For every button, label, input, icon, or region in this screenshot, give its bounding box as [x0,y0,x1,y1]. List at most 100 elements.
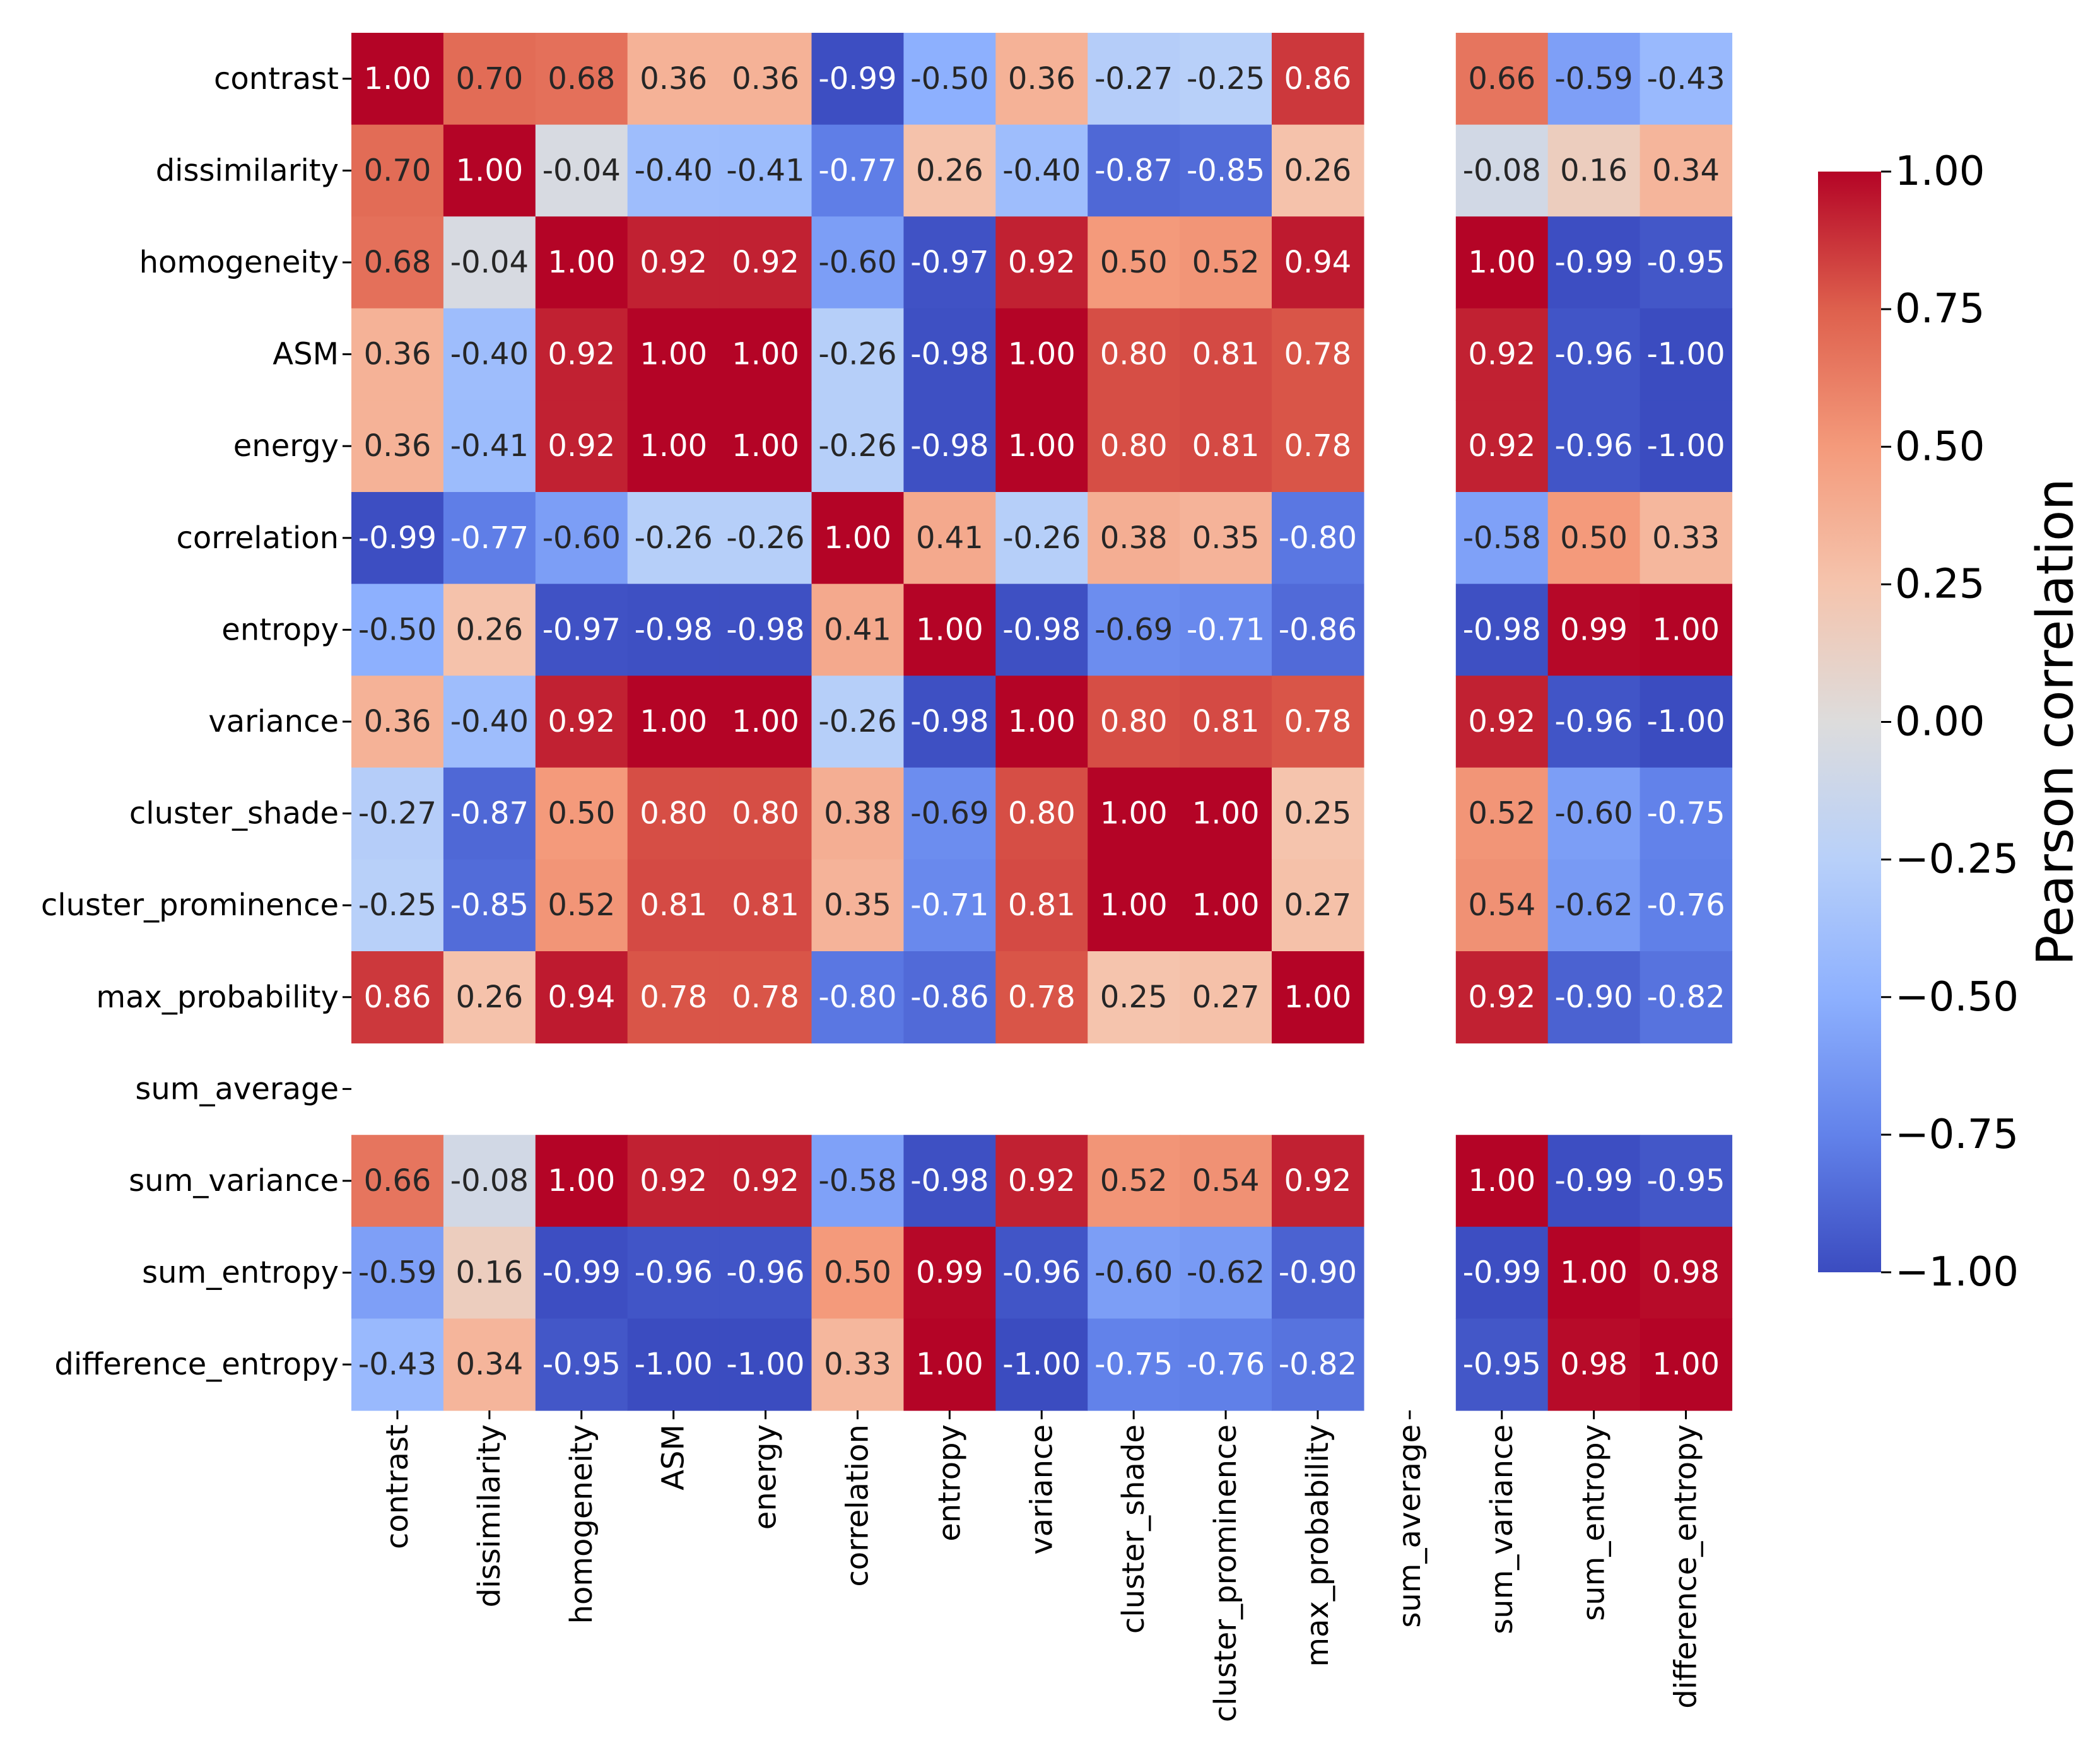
heatmap-cell [719,1318,812,1411]
heatmap-cell [903,676,996,768]
heatmap-cell [811,767,904,860]
heatmap-cell [1180,308,1272,401]
cell-value-label: 1.00 [732,704,799,739]
heatmap-cell [443,676,536,768]
x-tick-label: difference_entropy [1669,1424,1704,1709]
cell-value-label: 0.16 [455,1255,523,1291]
heatmap-cell [351,400,444,493]
cell-value-label: 0.36 [364,704,431,739]
cell-value-label: -0.26 [1002,520,1081,556]
heatmap-cell [1640,33,1733,126]
heatmap-cell [1088,951,1180,1044]
cell-value-label: -0.99 [543,1255,621,1291]
cell-value-label: -0.96 [1002,1255,1081,1291]
cell-value-label: -0.08 [450,1163,529,1198]
cell-value-label: -0.98 [910,704,988,739]
cell-value-label: 0.26 [916,153,983,188]
cell-value-label: 0.78 [1284,704,1351,739]
heatmap-cell [903,1318,996,1411]
cell-value-label: -0.95 [1463,1347,1541,1382]
cell-value-label: 0.36 [1008,61,1076,97]
cell-value-label: -0.27 [358,796,437,831]
heatmap-cell [903,492,996,585]
colorbar-tick-label: −1.00 [1895,1249,2019,1296]
heatmap-cell [1272,1226,1364,1319]
cell-value-label: 1.00 [1008,428,1076,464]
colorbar-label: Pearson correlation [2026,478,2085,966]
cell-value-label: 1.00 [1468,245,1535,280]
heatmap-cell [1272,216,1364,309]
cell-value-label: 0.78 [1284,428,1351,464]
cell-value-label: -0.96 [1554,704,1633,739]
cell-value-label: 1.00 [1008,704,1076,739]
cell-value-label: 0.66 [1468,61,1535,97]
cell-value-label: -0.60 [818,245,896,280]
cell-value-label: -0.97 [910,245,988,280]
heatmap-cell [1272,676,1364,768]
heatmap-cell [1640,308,1733,401]
heatmap-cell [1180,216,1272,309]
heatmap-cell [995,1226,1088,1319]
heatmap-cell [903,308,996,401]
y-axis: contrast dissimilarity homogeneity ASM energ… [41,61,351,1382]
heatmap-cell [1640,583,1733,676]
cell-value-label: -0.96 [726,1255,804,1291]
cell-value-label: -0.87 [1094,153,1173,188]
heatmap-cell [1547,583,1641,676]
heatmap-cell [719,308,812,401]
heatmap-cell [1547,1318,1641,1411]
y-tick-label: ASM [273,337,339,372]
cell-value-label: 0.81 [640,888,707,923]
heatmap-cell-labels: 1.00 0.70 0.68 0.36 0.36 -0.99 -0.50 0.36 -0.27-… [358,61,1725,1382]
colorbar-gradient [1818,172,1881,1272]
heatmap-cell [995,951,1088,1044]
heatmap-cell [1640,767,1733,860]
x-tick-label: contrast [380,1424,415,1549]
heatmap-cell [1180,1318,1272,1411]
heatmap-cell [1180,951,1272,1044]
cell-value-label: 0.92 [548,337,615,372]
cell-value-label: 0.34 [1652,153,1720,188]
cell-value-label: 0.26 [1284,153,1351,188]
colorbar-tick-label: −0.50 [1895,974,2019,1021]
cell-value-label: -0.59 [358,1255,437,1291]
cell-value-label: -0.43 [1646,61,1725,97]
heatmap-cell [1547,767,1641,860]
heatmap-cell [443,124,536,217]
cell-value-label: -0.95 [543,1347,621,1382]
x-tick-label: correlation [840,1424,876,1587]
heatmap-cell [719,1226,812,1319]
y-tick-label: dissimilarity [156,153,339,188]
heatmap-cell [1547,33,1641,126]
y-tick-label: entropy [221,612,339,647]
cell-value-label: 0.92 [548,704,615,739]
cell-value-label: 0.25 [1284,796,1351,831]
heatmap-cell [535,400,628,493]
cell-value-label: -0.26 [818,337,896,372]
cell-value-label: -0.50 [910,61,988,97]
heatmap-cell [1180,859,1272,952]
heatmap-cell [1547,308,1641,401]
heatmap-cell [995,216,1088,309]
cell-value-label: 0.52 [548,888,615,923]
heatmap-cell [1088,1318,1180,1411]
cell-value-label: 1.00 [548,245,615,280]
heatmap-cell [995,492,1088,585]
x-tick-label: ASM [656,1424,691,1491]
cell-value-label: -1.00 [1646,428,1725,464]
heatmap-cell [627,216,720,309]
heatmap-cell [1455,492,1549,585]
heatmap-cell [719,216,812,309]
cell-value-label: 0.94 [548,980,615,1015]
cell-value-label: 1.00 [364,61,431,97]
cell-value-label: -1.00 [635,1347,713,1382]
cell-value-label: -0.26 [818,428,896,464]
heatmap-cell [1088,216,1180,309]
cell-value-label: 0.92 [1008,1163,1076,1198]
x-tick-label: sum_entropy [1576,1424,1612,1621]
cell-value-label: 0.54 [1192,1163,1260,1198]
cell-value-label: 0.98 [1652,1255,1720,1291]
cell-value-label: 0.70 [455,61,523,97]
cell-value-label: 0.92 [640,245,707,280]
heatmap-cell [535,308,628,401]
